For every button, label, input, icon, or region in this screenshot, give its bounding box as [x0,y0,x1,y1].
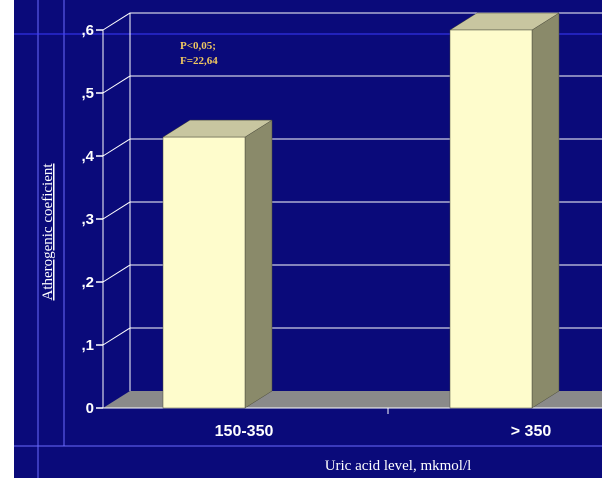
gridline [102,75,602,94]
x-category-label: 150-350 [215,423,274,440]
bar [449,12,560,409]
y-tick-label: ,6 [81,22,94,39]
x-axis-label: Uric acid level, mkmol/l [325,458,472,474]
gridline [102,138,602,157]
y-tick-label: ,1 [81,337,94,354]
y-tick-label: ,4 [81,148,94,165]
gridline [102,201,602,220]
bar-side-face [531,12,560,409]
stat-annotation-line-2: F=22,64 [180,55,218,67]
gridline [102,264,602,283]
bar-front-face [162,136,246,409]
bar-side-face [244,119,273,409]
x-category-label: > 350 [511,423,552,440]
y-tick-label: ,2 [81,274,94,291]
y-axis-label: Atherogenic coeficient [40,163,56,301]
y-tick-label: 0 [86,400,94,417]
y-tick-label: ,5 [81,85,94,102]
stat-annotation-line-1: P<0,05; [180,40,216,52]
gridline [102,327,602,346]
bar [162,119,273,409]
y-tick-label: ,3 [81,211,94,228]
bar-front-face [449,29,533,409]
gridline [102,12,602,31]
